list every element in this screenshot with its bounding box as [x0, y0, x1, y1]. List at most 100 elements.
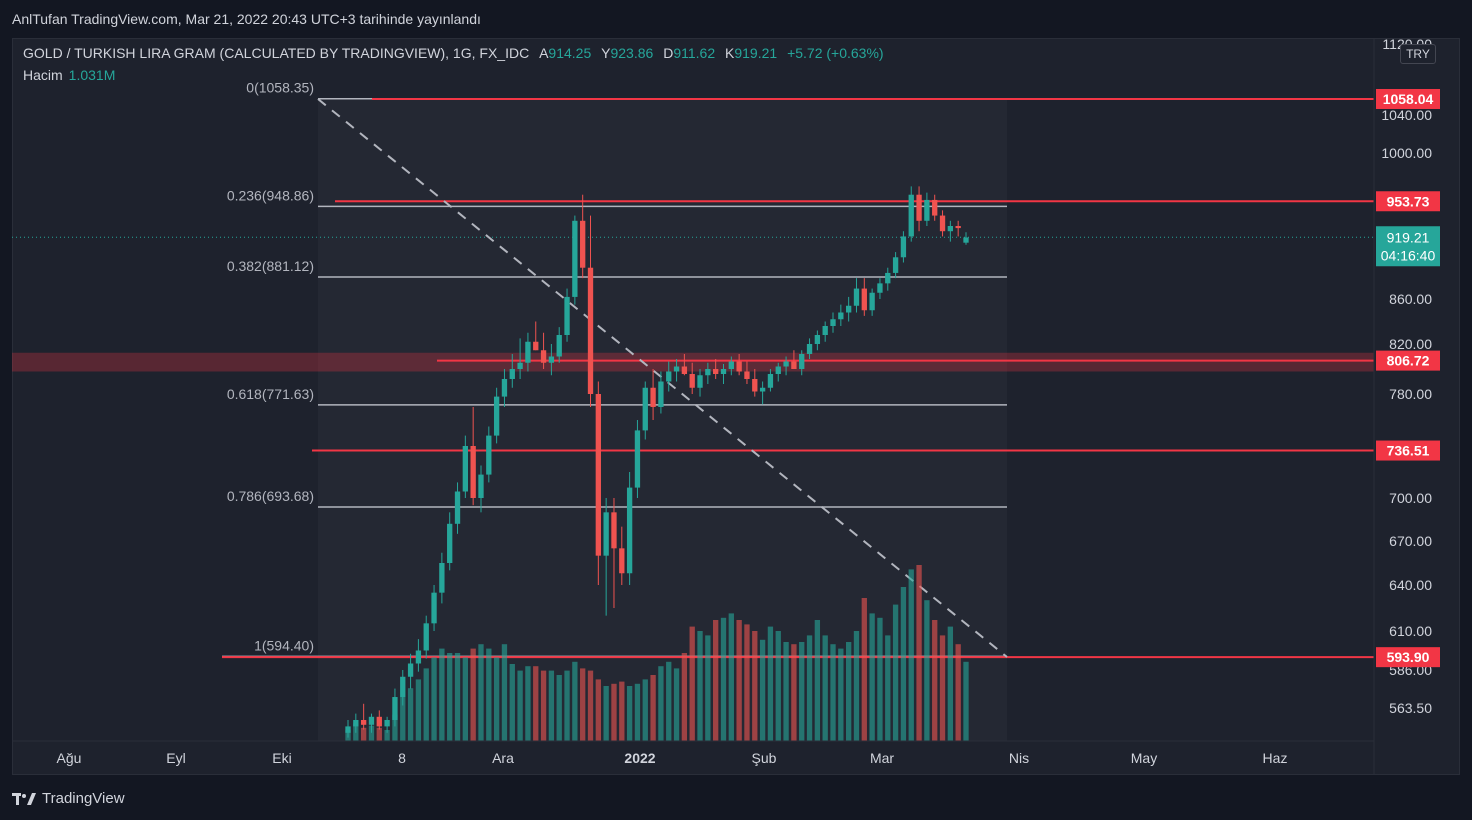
candle-body[interactable]	[360, 720, 367, 725]
candle-body[interactable]	[861, 288, 867, 311]
candle-body[interactable]	[799, 354, 805, 369]
publish-info: AnlTufan TradingView.com, Mar 21, 2022 2…	[12, 11, 481, 27]
candle-body[interactable]	[697, 375, 703, 388]
candle-body[interactable]	[908, 194, 914, 237]
volume-bar	[423, 668, 429, 741]
candle-body[interactable]	[376, 716, 382, 727]
candle-body[interactable]	[501, 379, 508, 397]
volume-bar	[705, 635, 711, 741]
candle-body[interactable]	[400, 676, 406, 698]
candle-body[interactable]	[900, 236, 907, 258]
candle-body[interactable]	[681, 366, 688, 375]
candle-body[interactable]	[924, 199, 930, 221]
candle-body[interactable]	[447, 523, 453, 563]
price-tag-label: 953.73	[1387, 193, 1430, 209]
candle-body[interactable]	[666, 371, 672, 382]
candle-body[interactable]	[955, 226, 961, 229]
candle-body[interactable]	[830, 319, 836, 326]
currency-button[interactable]: TRY	[1400, 44, 1436, 64]
candle-body[interactable]	[892, 257, 899, 273]
candle-body[interactable]	[603, 512, 609, 556]
candle-body[interactable]	[932, 199, 938, 216]
candle-body[interactable]	[580, 220, 586, 268]
candle-body[interactable]	[470, 446, 476, 498]
candle-body[interactable]	[462, 446, 469, 492]
candle-body[interactable]	[564, 296, 570, 335]
tradingview-brand[interactable]: TradingView	[12, 790, 125, 807]
candle-body[interactable]	[853, 288, 860, 306]
candle-body[interactable]	[673, 366, 680, 372]
candle-body[interactable]	[752, 379, 758, 392]
candle-body[interactable]	[814, 335, 821, 344]
candle-body[interactable]	[838, 312, 844, 320]
candle-body[interactable]	[759, 387, 766, 392]
candle-body[interactable]	[658, 381, 664, 408]
candle-body[interactable]	[493, 396, 500, 436]
candle-body[interactable]	[454, 491, 461, 524]
candle-body[interactable]	[525, 341, 531, 363]
symbol-legend[interactable]: GOLD / TURKISH LIRA GRAM (CALCULATED BY …	[23, 45, 884, 61]
candle-body[interactable]	[548, 356, 555, 363]
candle-body[interactable]	[806, 344, 813, 354]
countdown-label: 04:16:40	[1381, 247, 1436, 263]
candle-body[interactable]	[595, 394, 601, 556]
candle-body[interactable]	[885, 272, 891, 284]
candle-body[interactable]	[713, 369, 719, 374]
candle-body[interactable]	[634, 430, 641, 488]
candle-body[interactable]	[916, 194, 922, 221]
volume-legend[interactable]: Hacim 1.031M	[23, 67, 115, 83]
x-axis-label: 8	[398, 750, 406, 766]
candle-body[interactable]	[783, 361, 789, 367]
low-value: 911.62	[673, 45, 716, 61]
candle-body[interactable]	[407, 663, 414, 677]
candle-body[interactable]	[345, 726, 351, 733]
volume-bar	[806, 635, 813, 741]
candle-body[interactable]	[845, 305, 852, 313]
candle-body[interactable]	[744, 371, 750, 380]
candle-body[interactable]	[423, 623, 429, 651]
support-zone[interactable]	[12, 352, 1374, 372]
volume-bar	[728, 613, 734, 741]
candle-body[interactable]	[736, 361, 742, 372]
volume-bar	[392, 714, 398, 741]
high-value: 923.86	[610, 45, 654, 61]
candle-body[interactable]	[478, 474, 484, 498]
candle-body[interactable]	[791, 361, 797, 370]
candle-body[interactable]	[392, 697, 398, 720]
candle-body[interactable]	[877, 283, 883, 293]
candle-body[interactable]	[415, 650, 422, 664]
candle-body[interactable]	[728, 361, 734, 370]
candle-body[interactable]	[619, 548, 625, 574]
candle-body[interactable]	[767, 374, 774, 388]
candle-body[interactable]	[611, 512, 617, 549]
candle-body[interactable]	[642, 387, 648, 431]
candle-body[interactable]	[587, 267, 594, 394]
candle-body[interactable]	[572, 220, 578, 297]
candle-body[interactable]	[720, 369, 727, 374]
candle-body[interactable]	[439, 563, 445, 593]
candle-body[interactable]	[626, 487, 633, 574]
candle-body[interactable]	[939, 215, 946, 232]
candle-body[interactable]	[775, 366, 781, 375]
candle-body[interactable]	[509, 369, 515, 379]
candle-body[interactable]	[353, 720, 359, 727]
candle-body[interactable]	[947, 226, 954, 232]
volume-bar	[939, 635, 946, 741]
candle-body[interactable]	[517, 362, 523, 369]
candle-body[interactable]	[822, 326, 828, 335]
candle-body[interactable]	[486, 435, 492, 475]
candle-body[interactable]	[540, 350, 547, 363]
trend-line[interactable]	[317, 98, 1008, 658]
candle-body[interactable]	[963, 237, 969, 243]
candle-body[interactable]	[869, 292, 875, 311]
candle-body[interactable]	[650, 387, 656, 407]
candle-body[interactable]	[368, 716, 375, 725]
candle-body[interactable]	[431, 592, 437, 624]
candle-body[interactable]	[533, 341, 539, 351]
candle-body[interactable]	[384, 720, 390, 727]
candle-body[interactable]	[556, 335, 562, 357]
candle-body[interactable]	[689, 374, 695, 388]
price-chart[interactable]: 0(1058.35) 0.236(948.86) 0.382(881.12) 0.61…	[12, 38, 1460, 775]
candle-body[interactable]	[705, 369, 711, 376]
symbol-name[interactable]: GOLD / TURKISH LIRA GRAM (CALCULATED BY …	[23, 45, 530, 61]
